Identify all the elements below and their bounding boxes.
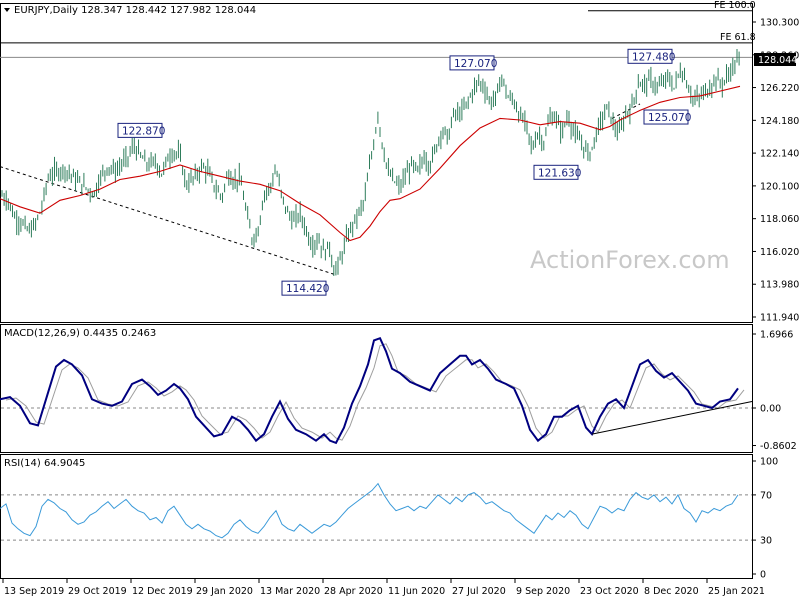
- fe-level-label: FE 61.8: [720, 32, 756, 43]
- price-level-label-box: [533, 164, 579, 180]
- price-level-label: 122.870: [117, 122, 165, 138]
- macd-y-tick-label: 0.00: [760, 404, 781, 415]
- price-level-label: 127.480: [627, 48, 675, 64]
- macd-line: [0, 336, 739, 445]
- macd-header: MACD(12,26,9) 0.4435 0.2463: [4, 328, 156, 339]
- x-tick-label: 8 Dec 2020: [644, 586, 699, 597]
- x-tick-label: 13 Sep 2019: [4, 586, 64, 597]
- price-y-tick-label: 116.020: [760, 247, 799, 258]
- rsi-y-tick-label: 100: [760, 457, 778, 468]
- x-tick-label: 11 Jun 2020: [388, 586, 445, 597]
- price-header: EURJPY,Daily 128.347 128.442 127.982 128…: [4, 5, 256, 16]
- moving-average-line: [0, 85, 741, 242]
- price-y-tick-label: 120.100: [760, 181, 799, 192]
- price-level-label-text: 122.870: [122, 125, 165, 137]
- rsi-header: RSI(14) 64.9045: [4, 458, 85, 469]
- price-y-tick-label: 111.940: [760, 313, 799, 324]
- x-tick-label: 25 Jan 2021: [708, 586, 765, 597]
- last-price-tag: 128.044: [754, 53, 797, 66]
- price-level-label-text: 127.070: [454, 58, 497, 70]
- macd-trendline: [591, 400, 753, 435]
- rsi-y-tick-label: 70: [760, 490, 772, 501]
- price-trendline: [0, 166, 335, 275]
- price-level-label: 127.070: [449, 55, 497, 71]
- macd-panel: [0, 324, 753, 453]
- price-level-label: 121.630: [533, 164, 581, 180]
- price-level-label-box: [117, 122, 163, 138]
- rsi-panel: [0, 454, 753, 579]
- macd-y-tick-label: -0.8602: [760, 441, 797, 452]
- x-tick-label: 13 Mar 2020: [260, 586, 320, 597]
- price-level-label-text: 114.420: [286, 283, 329, 295]
- rsi-y-tick-label: 30: [760, 536, 772, 547]
- x-tick-label: 29 Jan 2020: [196, 586, 253, 597]
- price-level-label-box: [627, 48, 673, 64]
- price-level-label: 114.420: [281, 280, 329, 296]
- price-level-label: 125.070: [643, 109, 691, 125]
- price-y-tick-label: 122.140: [760, 149, 799, 160]
- rsi-y-tick-label: 0: [760, 570, 766, 581]
- fe-level-label: FE 100.0: [714, 0, 756, 11]
- macd-y-tick-label: 1.6966: [760, 330, 793, 341]
- x-tick-label: 23 Oct 2020: [580, 586, 639, 597]
- x-tick-label: 12 Dec 2019: [132, 586, 193, 597]
- price-y-tick-label: 118.060: [760, 214, 799, 225]
- price-level-label-text: 125.070: [648, 112, 691, 124]
- price-level-label-box: [449, 55, 495, 71]
- price-level-label-box: [281, 280, 327, 296]
- last-price-label: 128.044: [758, 55, 797, 66]
- price-level-label-text: 121.630: [538, 167, 581, 179]
- watermark: ActionForex.com: [530, 246, 730, 274]
- price-y-tick-label: 124.180: [760, 116, 799, 127]
- x-tick-label: 9 Sep 2020: [516, 586, 570, 597]
- x-tick-label: 27 Jul 2020: [452, 586, 506, 597]
- x-tick-label: 28 Apr 2020: [324, 586, 383, 597]
- price-y-tick-label: 130.300: [760, 18, 799, 29]
- price-y-tick-label: 113.980: [760, 280, 799, 291]
- price-trendline-short: [611, 103, 641, 119]
- price-candles: [1, 48, 740, 277]
- price-header-text: EURJPY,Daily 128.347 128.442 127.982 128…: [14, 5, 256, 16]
- price-level-label-box: [643, 109, 689, 125]
- x-tick-label: 29 Oct 2019: [68, 586, 127, 597]
- rsi-line: [0, 482, 739, 539]
- price-level-label-text: 127.480: [632, 51, 675, 63]
- price-y-tick-label: 126.220: [760, 83, 799, 94]
